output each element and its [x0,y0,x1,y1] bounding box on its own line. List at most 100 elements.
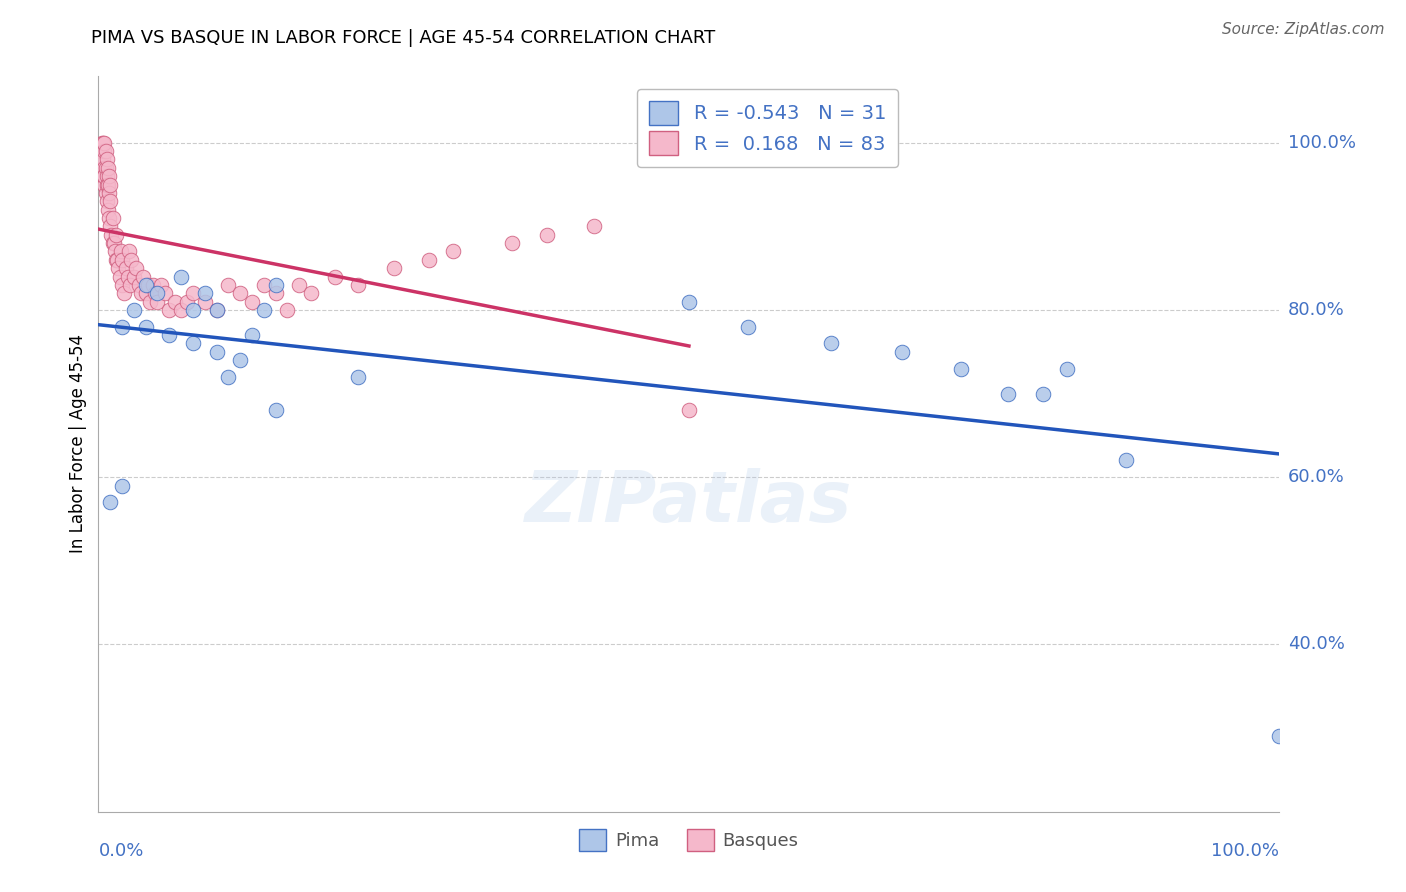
Point [264,286,287,301]
Point [501,236,523,251]
Point [98,219,121,234]
Point [97,202,120,217]
Point [120,277,142,292]
Point [583,219,606,234]
Point [98,169,121,184]
Point [94,144,117,158]
Point [98,495,121,509]
Point [91,136,114,150]
Text: Source: ZipAtlas.com: Source: ZipAtlas.com [1222,22,1385,37]
Point [288,277,311,292]
Point [97,178,120,192]
Text: 40.0%: 40.0% [1288,635,1344,654]
Point [143,286,166,301]
Point [93,178,115,192]
Point [146,286,169,301]
Point [157,303,180,318]
Point [170,269,193,284]
Point [217,277,239,292]
Point [98,211,121,225]
Point [122,269,145,284]
Point [96,153,118,167]
Point [111,277,134,292]
Point [264,277,287,292]
Point [108,269,131,284]
Point [181,303,204,318]
Point [240,294,263,309]
Point [678,403,700,417]
Point [96,169,118,184]
Point [441,244,464,259]
Point [98,194,121,209]
Point [110,244,132,259]
Point [105,227,128,242]
Point [118,244,141,259]
Point [98,186,121,200]
Text: ZIPatlas: ZIPatlas [526,468,852,537]
Point [150,277,173,292]
Point [91,136,114,150]
Point [253,303,276,318]
Point [347,277,370,292]
Point [93,144,115,158]
Point [264,403,287,417]
Point [347,369,370,384]
Point [101,211,124,225]
Point [165,294,187,309]
Point [181,286,204,301]
Text: PIMA VS BASQUE IN LABOR FORCE | AGE 45-54 CORRELATION CHART: PIMA VS BASQUE IN LABOR FORCE | AGE 45-5… [91,29,716,46]
Point [111,319,134,334]
Point [678,294,700,309]
Point [90,144,112,158]
Point [536,227,558,242]
Point [153,286,176,301]
Point [890,344,912,359]
Point [139,294,162,309]
Text: 0.0%: 0.0% [98,842,143,860]
Point [146,294,169,309]
Point [103,236,125,251]
Point [107,261,129,276]
Point [323,269,346,284]
Point [111,478,134,492]
Point [229,286,252,301]
Point [181,336,204,351]
Point [205,344,228,359]
Point [176,294,198,309]
Point [114,261,136,276]
Text: 60.0%: 60.0% [1288,468,1344,486]
Point [121,252,143,267]
Point [217,369,239,384]
Point [96,194,118,209]
Point [97,161,120,175]
Point [229,353,252,368]
Point [100,227,122,242]
Point [997,386,1019,401]
Point [93,136,115,150]
Point [205,303,228,318]
Point [382,261,405,276]
Text: 100.0%: 100.0% [1212,842,1279,860]
Point [299,286,322,301]
Point [205,303,228,318]
Point [94,161,117,175]
Point [104,244,127,259]
Point [820,336,842,351]
Point [94,186,117,200]
Legend: Pima, Basques: Pima, Basques [572,822,806,858]
Point [194,286,217,301]
Point [122,303,145,318]
Point [418,252,440,267]
Point [105,252,128,267]
Point [737,319,759,334]
Point [170,303,193,318]
Point [125,261,148,276]
Point [949,361,972,376]
Point [129,286,152,301]
Point [93,161,115,175]
Point [91,153,114,167]
Point [112,286,135,301]
Point [276,303,298,318]
Point [135,277,157,292]
Text: 100.0%: 100.0% [1288,134,1355,152]
